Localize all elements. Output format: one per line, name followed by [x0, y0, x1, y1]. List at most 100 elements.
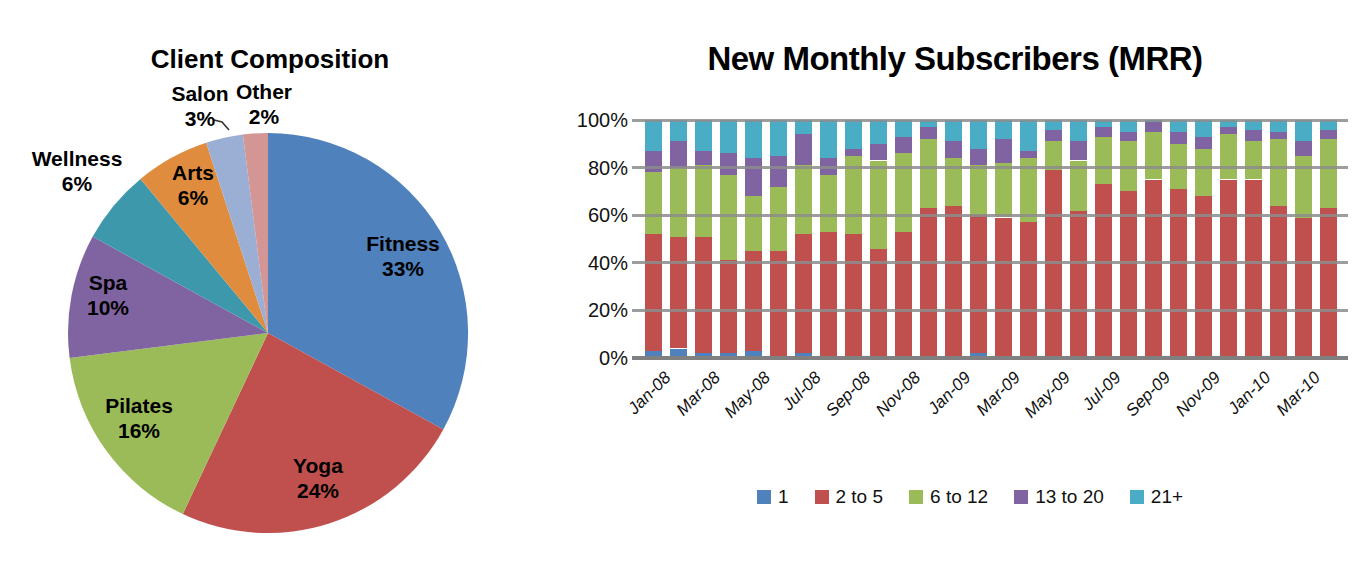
legend-label: 1 [778, 486, 789, 508]
legend-item-13to20: 13 to 20 [1014, 486, 1104, 508]
bar-segment-Nov-09-6to12 [1195, 149, 1212, 197]
x-tick-label-Jul-08: Jul-08 [778, 368, 825, 415]
bar-segment-Feb-08-6to12 [670, 168, 687, 237]
bar-segment-Nov-08-2to5 [895, 232, 912, 356]
bar-segment-Oct-09-21+ [1170, 120, 1187, 132]
bar-segment-Mar-08-21+ [695, 120, 712, 151]
bar-segment-Nov-08-6to12 [895, 153, 912, 232]
bar-segment-Feb-08-21+ [670, 120, 687, 141]
bar-segment-May-08-6to12 [745, 196, 762, 251]
x-tick-label-Jan-09: Jan-09 [924, 368, 975, 419]
legend-swatch-icon [1014, 490, 1028, 504]
bar-segment-Mar-10-2to5 [1295, 218, 1312, 358]
legend-item-1: 1 [757, 486, 789, 508]
x-tick-label-Nov-08: Nov-08 [872, 368, 925, 421]
bar-segment-Aug-08-2to5 [820, 232, 837, 358]
bar-segment-Apr-08-13to20 [720, 153, 737, 174]
bar-segment-Jan-08-6to12 [645, 172, 662, 234]
bar-segment-Apr-10-6to12 [1320, 139, 1337, 208]
bar-segment-Mar-09-2to5 [995, 218, 1012, 358]
legend-swatch-icon [757, 490, 771, 504]
x-tick-label-Nov-09: Nov-09 [1172, 368, 1225, 421]
bar-segment-Sep-09-2to5 [1145, 180, 1162, 359]
bar-segment-Dec-09-13to20 [1220, 127, 1237, 134]
bar-segment-Feb-08-13to20 [670, 141, 687, 167]
bar-segment-Mar-10-6to12 [1295, 156, 1312, 218]
bar-segment-Sep-08-21+ [845, 120, 862, 149]
bar-segment-Oct-08-2to5 [870, 249, 887, 356]
bar-segment-Jul-09-6to12 [1095, 137, 1112, 185]
bar-segment-Jul-08-21+ [795, 120, 812, 134]
bar-segment-Dec-09-2to5 [1220, 180, 1237, 359]
x-tick-label-May-08: May-08 [721, 368, 775, 422]
x-tick-label-Mar-09: Mar-09 [973, 368, 1025, 420]
legend-item-2to5: 2 to 5 [815, 486, 884, 508]
bar-segment-Nov-09-2to5 [1195, 196, 1212, 358]
y-tick-label-0%: 0% [538, 347, 628, 370]
bar-segment-Mar-08-6to12 [695, 165, 712, 236]
charts-canvas: Client Composition Fitness33%Yoga24%Pila… [0, 0, 1370, 572]
bar-segment-Jun-08-2to5 [770, 251, 787, 358]
legend-swatch-icon [1130, 490, 1144, 504]
bar-segment-Mar-10-21+ [1295, 120, 1312, 141]
bar-segment-Jun-09-13to20 [1070, 141, 1087, 160]
y-tick-label-80%: 80% [538, 157, 628, 180]
bar-segment-Dec-08-6to12 [920, 139, 937, 208]
bar-segment-Jul-09-2to5 [1095, 184, 1112, 355]
x-tick-label-Jan-08: Jan-08 [624, 368, 675, 419]
bar-segment-Jan-08-21+ [645, 120, 662, 151]
x-tick-label-Mar-10: Mar-10 [1273, 368, 1325, 420]
bar-segment-Jun-09-21+ [1070, 120, 1087, 141]
legend-item-6to12: 6 to 12 [909, 486, 988, 508]
gridline-100% [632, 119, 1348, 122]
bar-segment-Jun-09-2to5 [1070, 210, 1087, 358]
legend-label: 21+ [1151, 486, 1183, 508]
bar-segment-Jul-09-13to20 [1095, 127, 1112, 137]
bar-segment-Jul-08-6to12 [795, 165, 812, 234]
bar-chart-legend: 1 2 to 5 6 to 12 13 to 20 21+ [610, 486, 1330, 508]
bar-segment-Nov-09-21+ [1195, 120, 1212, 137]
bar-segment-Feb-09-2to5 [970, 215, 987, 353]
bar-segment-Aug-08-21+ [820, 120, 837, 158]
bar-segment-Nov-09-13to20 [1195, 137, 1212, 149]
bar-segment-Dec-08-13to20 [920, 127, 937, 139]
bar-segment-Sep-08-13to20 [845, 149, 862, 156]
bar-segment-Jul-08-13to20 [795, 134, 812, 165]
legend-item-21+: 21+ [1130, 486, 1183, 508]
gridline-80% [632, 166, 1348, 169]
bar-segment-Sep-09-6to12 [1145, 132, 1162, 180]
bar-segment-Jun-08-21+ [770, 120, 787, 156]
legend-swatch-icon [815, 490, 829, 504]
y-tick-label-60%: 60% [538, 204, 628, 227]
x-tick-label-Mar-08: Mar-08 [673, 368, 725, 420]
bar-segment-Apr-10-2to5 [1320, 208, 1337, 358]
bar-segment-Jan-10-13to20 [1245, 130, 1262, 142]
gridline-20% [632, 309, 1348, 312]
bar-segment-Jul-08-2to5 [795, 234, 812, 353]
legend-swatch-icon [909, 490, 923, 504]
bar-segment-Nov-08-13to20 [895, 137, 912, 154]
bar-segment-Oct-08-13to20 [870, 144, 887, 161]
bar-segment-Apr-09-2to5 [1020, 222, 1037, 355]
bar-segment-Mar-09-13to20 [995, 139, 1012, 163]
legend-label: 2 to 5 [836, 486, 884, 508]
bar-segment-Oct-09-13to20 [1170, 132, 1187, 144]
bar-segment-May-08-21+ [745, 120, 762, 158]
bar-segment-Oct-08-21+ [870, 120, 887, 144]
x-tick-label-Jan-10: Jan-10 [1224, 368, 1275, 419]
legend-label: 13 to 20 [1035, 486, 1104, 508]
bar-segment-May-08-13to20 [745, 158, 762, 196]
bar-segment-Apr-09-21+ [1020, 120, 1037, 151]
x-tick-label-May-09: May-09 [1021, 368, 1075, 422]
bar-segment-Mar-09-21+ [995, 120, 1012, 139]
bar-segment-Jan-09-2to5 [945, 206, 962, 356]
bar-segment-Aug-08-6to12 [820, 175, 837, 232]
bar-segment-Jan-09-13to20 [945, 141, 962, 158]
gridline-60% [632, 214, 1348, 217]
bar-segment-Jan-10-2to5 [1245, 180, 1262, 359]
bar-segment-Jan-09-21+ [945, 120, 962, 141]
bar-segment-Feb-10-21+ [1270, 120, 1287, 132]
bar-segment-Jan-10-6to12 [1245, 141, 1262, 179]
bar-segment-May-09-13to20 [1045, 130, 1062, 142]
x-axis-line [632, 356, 1348, 360]
